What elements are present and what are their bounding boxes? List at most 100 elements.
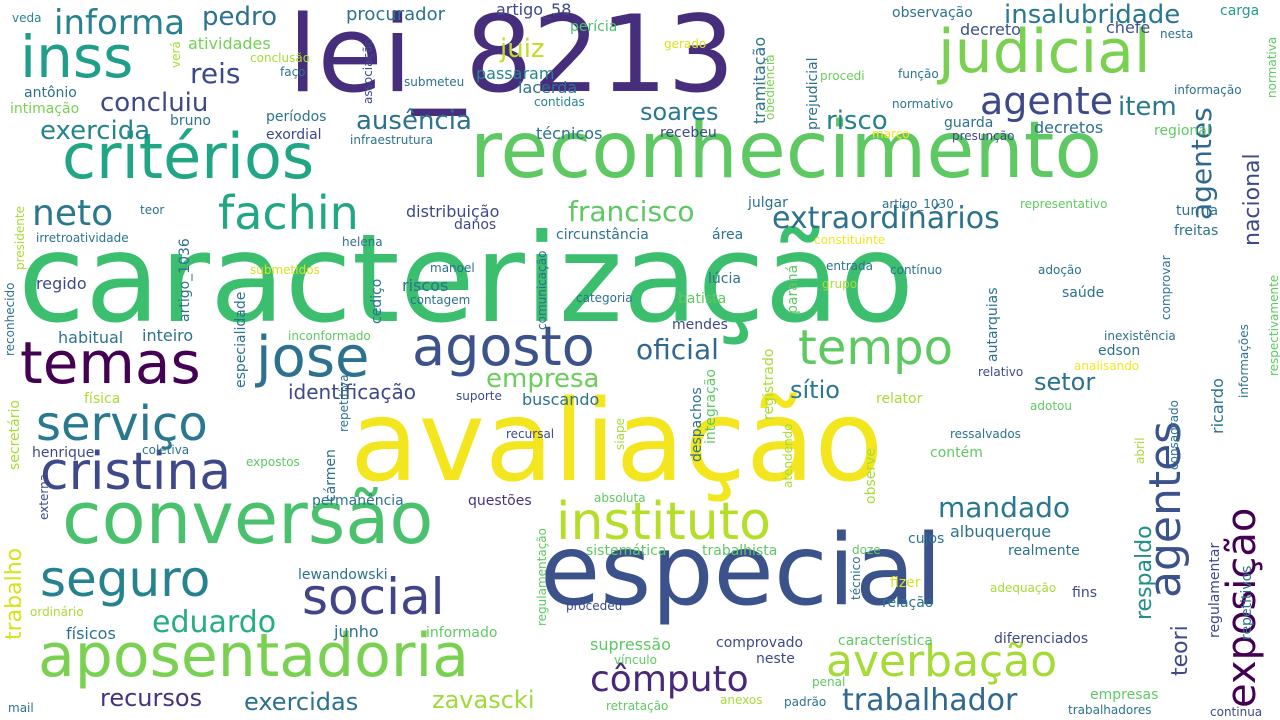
word-repetitiva: repetitiva	[337, 374, 351, 432]
word-representativo: representativo	[1020, 197, 1108, 211]
word-servi-o: serviço	[36, 396, 208, 452]
word-carga: carga	[1220, 3, 1260, 19]
word-t-cnicos: técnicos	[536, 124, 603, 143]
word-trabalhista: trabalhista	[702, 543, 778, 559]
word-sistem-tica: sistemática	[586, 543, 667, 559]
word-reconhecimento: reconhecimento	[470, 106, 1103, 196]
word-empresas: empresas	[1090, 687, 1159, 703]
word-rela-o: relação	[882, 595, 934, 611]
word-reis: reis	[190, 57, 241, 90]
word-jose: jose	[256, 325, 370, 390]
word-mandado: mandado	[938, 491, 1071, 524]
word-riscos: riscos	[402, 276, 449, 295]
word-empresa: empresa	[486, 364, 600, 394]
word-procurador: procurador	[346, 4, 446, 25]
word-tempo: tempo	[798, 320, 953, 376]
word-francisco: francisco	[568, 195, 695, 228]
word-decretos: decretos	[1034, 118, 1104, 137]
word-regulamenta-o: regulamentação	[535, 528, 549, 626]
word-grupo: grupo	[822, 277, 858, 291]
word-f-sica: física	[84, 391, 121, 407]
word-ver: verá	[169, 41, 183, 68]
word-danos: danos	[454, 217, 497, 233]
word-retrata-o: retratação	[606, 699, 669, 713]
word-guarda: guarda	[944, 115, 994, 131]
word-v-nculo: vínculo	[614, 653, 657, 667]
word-penal: penal	[812, 675, 846, 689]
word-irretroatividade: irretroatividade	[36, 231, 129, 245]
word-neto: neto	[32, 193, 114, 234]
word-recebeu: recebeu	[660, 125, 717, 141]
word-constituinte: constituinte	[814, 233, 886, 247]
word-chefe: chefe	[1106, 18, 1151, 37]
word-cujos: cujos	[908, 531, 945, 547]
word-continua: continua	[1210, 705, 1263, 719]
word-recursal: recursal	[506, 427, 555, 441]
word-gerado: gerado	[664, 37, 707, 51]
word-lei-8213: lei_8213	[288, 0, 735, 116]
word-social: social	[302, 568, 445, 626]
word-ordin-rio: ordinário	[30, 605, 84, 619]
word-t-cnico: técnico	[849, 556, 863, 600]
word-observe: observe	[863, 447, 879, 504]
word-veda: veda	[12, 11, 42, 25]
word-presun-o: presunção	[952, 129, 1015, 143]
word-conclus-o: conclusão	[250, 51, 311, 65]
word-freitas: freitas	[1174, 223, 1219, 239]
word-decreto: decreto	[960, 20, 1021, 39]
word-setor: setor	[1034, 368, 1096, 396]
word-exordial: exordial	[266, 127, 322, 143]
word-averba-o: averbação	[826, 636, 1058, 687]
word-quest-es: questões	[468, 493, 532, 509]
word-per-odos: períodos	[266, 109, 327, 125]
word-lewandowski: lewandowski	[298, 567, 388, 583]
word-edson: edson	[1098, 343, 1141, 359]
word-respectivamente: respectivamente	[1267, 274, 1280, 376]
word-l-cia: lúcia	[708, 271, 741, 287]
word-junho: junho	[334, 622, 379, 641]
word-cont-nuo: contínuo	[890, 263, 943, 277]
word-comprovar: comprovar	[1159, 255, 1173, 320]
word-zavascki: zavascki	[432, 686, 535, 714]
word-soares: soares	[640, 98, 719, 126]
word-entrada: entrada	[826, 259, 873, 273]
word-teori: teori	[1168, 625, 1193, 676]
word-risco: risco	[826, 106, 888, 136]
word-cedi-o: cediço	[369, 278, 385, 324]
word-distribui-o: distribuição	[406, 202, 500, 221]
word-per-cia: perícia	[570, 19, 618, 35]
word-externa: externa	[37, 473, 51, 520]
word-suporte: suporte	[456, 389, 502, 403]
word-habitual: habitual	[58, 328, 124, 347]
word-rea: área	[712, 227, 744, 243]
word-pedro: pedro	[202, 2, 278, 32]
word-insalubridade: insalubridade	[1004, 0, 1181, 30]
word-normativa: normativa	[1265, 36, 1279, 98]
word-fachin: fachin	[218, 186, 359, 240]
word-associa-o: associação	[361, 38, 375, 104]
word-atividades: atividades	[188, 34, 271, 53]
word-nacional: nacional	[1240, 153, 1265, 246]
word-neste: neste	[756, 651, 795, 667]
word-contagem: contagem	[410, 293, 471, 307]
word-siape: siape	[613, 418, 627, 450]
word-sa-de: saúde	[1062, 285, 1105, 301]
word-fins: fins	[1072, 585, 1097, 601]
word-inteiro: inteiro	[142, 326, 194, 345]
word-adotou: adotou	[1030, 399, 1072, 413]
word-repetitivos: repetitivos	[1239, 565, 1255, 640]
word-concluiu: concluiu	[100, 88, 209, 118]
word-agente: agente	[980, 79, 1114, 123]
word-julgar: julgar	[748, 195, 788, 211]
word-mail: mail	[8, 701, 34, 715]
word-supress-o: supressão	[590, 635, 671, 654]
word-agosto: agosto	[412, 315, 595, 378]
word-artigo-1030: artigo_1030	[882, 197, 954, 211]
word-item: item	[1118, 92, 1177, 122]
word-trabalhadores: trabalhadores	[1068, 703, 1152, 717]
word-informa-es: informações	[1237, 324, 1251, 398]
word-expostos: expostos	[246, 455, 300, 469]
word-trabalho: trabalho	[2, 547, 27, 640]
word-manoel: manoel	[430, 261, 475, 275]
